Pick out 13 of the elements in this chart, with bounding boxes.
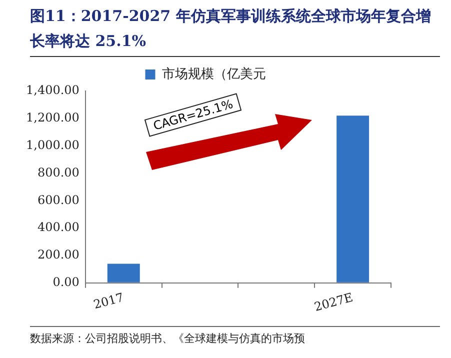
- x-tick-label: 2027E: [312, 290, 354, 314]
- source-note: 数据来源：公司招股说明书、《全球建模与仿真的市场预: [30, 326, 440, 346]
- y-tick-label: 400.00: [37, 220, 80, 234]
- y-tick-label: 0.00: [52, 275, 80, 290]
- x-tick-label: 2017: [92, 290, 126, 312]
- y-tick-label: 1,000.00: [26, 138, 80, 152]
- y-tick-label: 1,400.00: [26, 83, 80, 98]
- y-tick-label: 1,200.00: [26, 110, 80, 125]
- legend-label: 市场规模（亿美元: [162, 66, 266, 82]
- y-tick-label: 600.00: [37, 192, 80, 207]
- y-tick-label: 800.00: [37, 165, 80, 180]
- chart-title: 图11：2017-2027 年仿真军事训练系统全球市场年复合增长率将达 25.1%: [30, 4, 440, 57]
- y-tick-label: 200.00: [37, 248, 80, 262]
